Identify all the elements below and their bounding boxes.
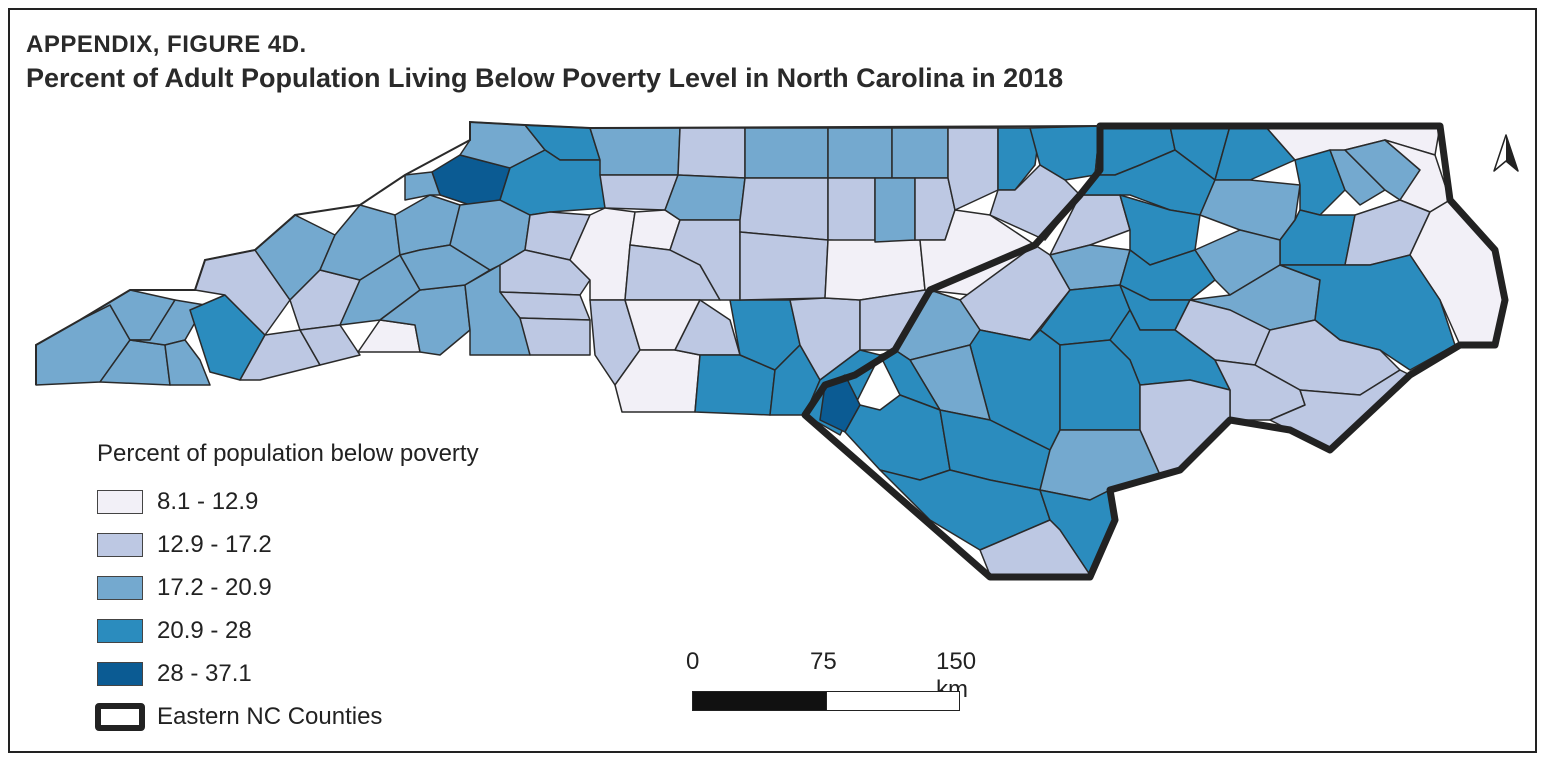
county <box>744 127 829 179</box>
legend-item: 17.2 - 20.9 <box>97 566 479 609</box>
county <box>891 127 949 179</box>
legend-label: 12.9 - 17.2 <box>157 530 272 558</box>
legend-label: 20.9 - 28 <box>157 616 252 644</box>
north-arrow-icon <box>1493 134 1519 172</box>
legend-label: 28 - 37.1 <box>157 659 252 687</box>
scale-bar: 0 75 150 km <box>686 648 976 718</box>
legend-swatch <box>97 575 143 600</box>
county <box>1199 179 1301 241</box>
scale-label: 0 <box>686 648 700 675</box>
map-legend: Percent of population below poverty 8.1 … <box>95 440 479 738</box>
legend-item-outline: Eastern NC Counties <box>95 695 479 738</box>
scale-segment-white <box>826 691 960 711</box>
figure-title: Percent of Adult Population Living Below… <box>26 63 1064 93</box>
legend-outline-swatch <box>95 702 145 731</box>
state-boundary <box>35 120 1101 385</box>
county <box>589 127 681 176</box>
county <box>519 317 591 356</box>
scale-segment-black <box>692 691 828 711</box>
scale-label: 75 <box>810 648 837 675</box>
legend-item: 8.1 - 12.9 <box>97 480 479 523</box>
county <box>664 174 746 221</box>
legend-label: 8.1 - 12.9 <box>157 487 259 515</box>
county <box>739 231 829 301</box>
legend-swatch <box>97 661 143 686</box>
county <box>947 127 999 211</box>
legend-item: 20.9 - 28 <box>97 609 479 652</box>
legend-title: Percent of population below poverty <box>97 440 479 467</box>
legend-swatch <box>97 532 143 557</box>
legend-item: 12.9 - 17.2 <box>97 523 479 566</box>
county <box>677 127 746 179</box>
legend-label: Eastern NC Counties <box>157 702 383 730</box>
county <box>299 324 361 366</box>
figure-label: APPENDIX, FIGURE 4D. <box>26 31 307 58</box>
figure-frame <box>8 8 1537 753</box>
county <box>739 177 829 241</box>
legend-swatch <box>97 489 143 514</box>
county <box>674 299 741 356</box>
county <box>827 127 893 179</box>
legend-swatch <box>97 618 143 643</box>
county <box>824 239 926 301</box>
legend-label: 17.2 - 20.9 <box>157 573 272 601</box>
county <box>1039 429 1161 501</box>
county <box>164 339 211 386</box>
county <box>874 177 916 243</box>
county <box>827 177 876 243</box>
eastern-nc-outline <box>801 122 1509 581</box>
county <box>404 171 441 201</box>
county <box>1329 149 1386 206</box>
legend-item: 28 - 37.1 <box>97 652 479 695</box>
